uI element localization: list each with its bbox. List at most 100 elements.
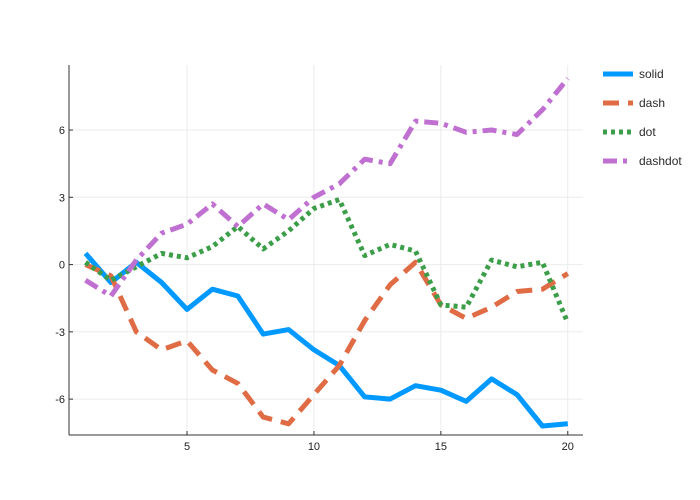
plot-series [83,76,571,429]
y-tick-label: -3 [55,327,65,339]
data-point [362,157,367,162]
data-point [387,161,392,166]
data-point [464,316,469,321]
data-point [540,287,545,292]
data-point [387,282,392,287]
legend-item-dash[interactable]: dash [603,96,665,110]
series-dash [84,259,570,427]
data-point [261,331,266,336]
legend-item-dashdot[interactable]: dashdot [603,154,682,168]
data-point [387,242,392,247]
data-point [489,305,494,310]
x-tick-label: 5 [184,441,190,453]
data-point [286,421,291,426]
data-point [286,327,291,332]
data-point [159,251,164,256]
tick-labels: 5 10 15 20 -6 -3 0 3 6 [55,125,574,453]
data-point [108,278,113,283]
series-line-dashdot [84,76,570,299]
data-point [362,394,367,399]
data-point [337,363,342,368]
data-point [159,347,164,352]
data-point [565,320,570,325]
data-point [235,224,240,229]
data-point [413,383,418,388]
data-point [413,118,418,123]
y-tick-label: 3 [59,192,65,204]
legend-label: dashdot [639,154,682,168]
data-point [159,231,164,236]
data-point [210,201,215,206]
data-point [540,260,545,265]
legend-item-solid[interactable]: solid [603,67,664,81]
data-point [210,287,215,292]
data-point [235,381,240,386]
data-point [134,329,139,334]
data-point [489,376,494,381]
data-point [514,392,519,397]
data-point [184,338,189,343]
axes [68,65,583,436]
legend-label: dot [639,125,656,139]
data-point [261,414,266,419]
data-point [159,280,164,285]
data-point [464,399,469,404]
data-point [464,305,469,310]
data-point [514,264,519,269]
data-point [210,367,215,372]
grid-lines [69,65,583,435]
y-tick-label: 0 [59,260,65,272]
series-dashdot [83,76,570,299]
series-solid [83,251,570,429]
data-point [438,302,443,307]
data-point [514,132,519,137]
data-point [108,293,113,298]
data-point [83,260,88,265]
data-point [489,257,494,262]
data-point [311,206,316,211]
data-point [311,195,316,200]
data-point [565,421,570,426]
series-line-solid [83,251,569,429]
legend-label: dash [639,96,665,110]
data-point [362,318,367,323]
data-point [311,392,316,397]
data-point [235,293,240,298]
data-point [540,423,545,428]
data-point [184,307,189,312]
x-tick-label: 10 [308,441,320,453]
data-point [286,228,291,233]
data-point [184,222,189,227]
data-point [184,255,189,260]
data-point [387,397,392,402]
data-point [565,271,570,276]
series-line-dot [84,197,571,324]
legend-item-dot[interactable]: dot [603,125,656,139]
data-point [83,251,88,256]
series-dot [83,197,571,325]
data-point [565,76,570,81]
data-point [514,289,519,294]
data-point [489,127,494,132]
data-point [210,244,215,249]
x-tick-label: 15 [435,441,447,453]
legend-label: solid [639,67,664,81]
data-point [286,217,291,222]
data-point [413,249,418,254]
y-tick-label: 6 [59,125,65,137]
data-point [540,107,545,112]
data-point [337,197,342,202]
data-point [83,278,88,283]
data-point [337,181,342,186]
data-point [311,347,316,352]
data-point [134,257,139,262]
data-point [438,388,443,393]
data-point [438,121,443,126]
y-tick-label: -6 [55,394,65,406]
data-point [464,130,469,135]
data-point [261,246,266,251]
data-point [261,201,266,206]
data-point [362,253,367,258]
